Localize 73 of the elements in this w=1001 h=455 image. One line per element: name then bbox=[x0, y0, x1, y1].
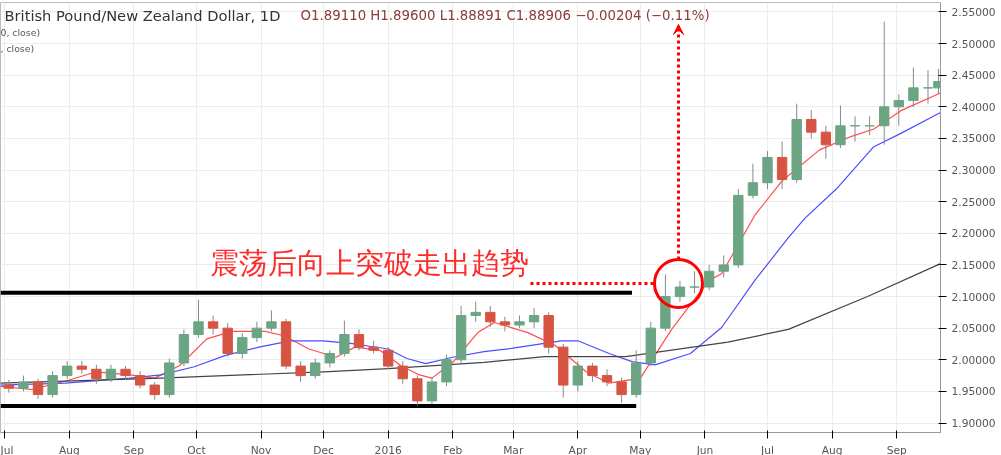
x-tick-label: Mar bbox=[503, 443, 524, 455]
y-tick-label: 2.05000 bbox=[951, 322, 996, 336]
candlestick bbox=[806, 109, 817, 139]
candlestick bbox=[295, 360, 306, 383]
annotation: O1.89110 H1.89600 L1.88891 C1.88906 −0.00204 (−0.11%) bbox=[300, 7, 710, 23]
y-tick-label: 2.00000 bbox=[951, 353, 996, 367]
x-tick-label: Dec bbox=[313, 443, 335, 455]
x-tick-label: Apr bbox=[568, 443, 588, 455]
x-tick-label: Jul bbox=[0, 443, 14, 455]
candlestick bbox=[310, 358, 321, 380]
candlestick bbox=[587, 362, 598, 383]
candlestick bbox=[193, 299, 204, 339]
y-tick-label: 2.30000 bbox=[951, 164, 996, 178]
candlestick bbox=[718, 254, 729, 279]
annotation: , close) bbox=[0, 42, 35, 54]
annotation: 震荡后向上突破走出趋势 bbox=[209, 245, 529, 280]
candlestick bbox=[91, 364, 102, 385]
candlestick bbox=[835, 105, 846, 149]
candlestick bbox=[747, 163, 759, 200]
y-tick-label: 2.10000 bbox=[951, 290, 996, 304]
x-tick-label: Aug bbox=[821, 443, 843, 455]
x-tick-label: Jun bbox=[695, 443, 714, 455]
candlestick bbox=[674, 280, 686, 303]
candlestick bbox=[397, 360, 408, 385]
candlestick bbox=[441, 354, 452, 387]
x-tick-label: May bbox=[629, 443, 652, 455]
candlestick bbox=[528, 307, 540, 329]
candlestick bbox=[207, 315, 219, 335]
x-tick-label: 2016 bbox=[374, 443, 402, 455]
candlestick bbox=[820, 125, 832, 160]
candlestick bbox=[32, 378, 44, 400]
x-tick-label: Oct bbox=[187, 443, 206, 455]
candlestick bbox=[776, 141, 788, 190]
candlestick bbox=[237, 332, 248, 360]
y-tick-label: 1.90000 bbox=[951, 417, 996, 431]
candlestick bbox=[470, 301, 481, 323]
annotation: 0, close) bbox=[0, 26, 41, 38]
candlestick bbox=[908, 67, 919, 108]
candlestick bbox=[893, 93, 904, 127]
candlestick bbox=[572, 360, 584, 392]
candlestick bbox=[864, 115, 875, 136]
chart-title: British Pound/New Zealand Dollar, 1D bbox=[4, 6, 281, 24]
candlestick bbox=[689, 270, 700, 294]
x-tick-label: Sep bbox=[886, 443, 908, 455]
candlestick bbox=[879, 20, 890, 146]
y-tick-label: 2.45000 bbox=[951, 69, 996, 83]
candlestick bbox=[339, 320, 350, 358]
y-tick-label: 2.55000 bbox=[951, 5, 996, 19]
x-tick-label: Aug bbox=[58, 443, 80, 455]
candlestick bbox=[616, 376, 627, 404]
y-tick-label: 2.40000 bbox=[951, 100, 996, 114]
candlestick bbox=[266, 309, 277, 332]
y-tick-label: 2.25000 bbox=[951, 195, 996, 209]
y-tick-label: 2.20000 bbox=[951, 227, 996, 241]
candlestick bbox=[499, 316, 511, 332]
x-tick-label: Sep bbox=[123, 443, 145, 455]
candlestick bbox=[382, 346, 394, 370]
candlestick bbox=[849, 115, 861, 143]
candlestick bbox=[601, 368, 613, 387]
candlestick bbox=[412, 375, 423, 406]
candlestick bbox=[251, 321, 263, 343]
candlestick bbox=[703, 264, 715, 291]
candlestick bbox=[485, 305, 496, 328]
y-tick-label: 2.35000 bbox=[951, 132, 996, 146]
y-tick-label: 2.50000 bbox=[951, 37, 996, 51]
candlestick bbox=[353, 328, 365, 351]
x-tick-label: Feb bbox=[443, 443, 463, 455]
x-tick-label: Nov bbox=[250, 443, 272, 455]
candlestick bbox=[426, 376, 438, 405]
y-tick-label: 1.95000 bbox=[951, 385, 996, 399]
y-tick-label: 2.15000 bbox=[951, 258, 996, 272]
x-tick-label: Jul bbox=[760, 443, 774, 455]
candlestick bbox=[47, 370, 58, 399]
